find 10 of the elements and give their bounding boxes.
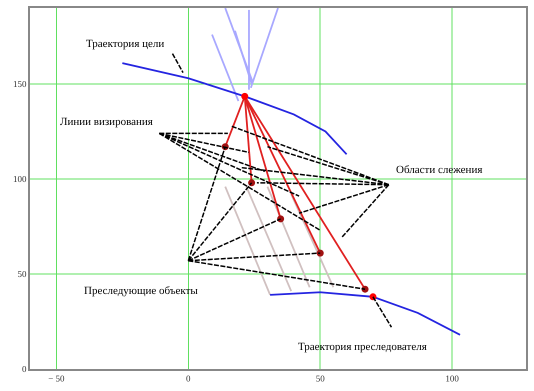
y-tick-label: 0 bbox=[22, 364, 27, 374]
x-tick-label: 0 bbox=[186, 374, 192, 384]
x-tick-label: − 50 bbox=[48, 374, 66, 384]
annotation: Линии визирования bbox=[60, 116, 153, 128]
y-tick-label: 100 bbox=[12, 174, 27, 184]
y-tick-label: 50 bbox=[17, 269, 27, 280]
y-tick-label: 150 bbox=[12, 79, 27, 90]
x-tick-label: 100 bbox=[445, 374, 460, 384]
x-tick-label: 50 bbox=[316, 374, 326, 384]
annotation: Траектория цели bbox=[86, 38, 164, 50]
